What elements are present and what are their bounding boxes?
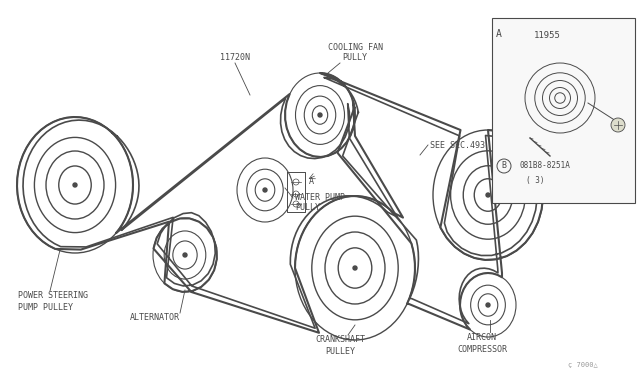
Text: ç 7000△: ç 7000△ xyxy=(568,362,598,368)
Text: A: A xyxy=(309,177,314,186)
Text: PULLY: PULLY xyxy=(342,54,367,62)
Text: A: A xyxy=(496,29,502,39)
Circle shape xyxy=(263,188,267,192)
Text: COMPRESSOR: COMPRESSOR xyxy=(457,344,507,353)
Text: PULLEY: PULLEY xyxy=(325,347,355,356)
Circle shape xyxy=(353,266,357,270)
Text: ALTERNATOR: ALTERNATOR xyxy=(130,314,180,323)
Text: 11955: 11955 xyxy=(534,32,561,41)
Circle shape xyxy=(486,193,490,197)
Text: ( 3): ( 3) xyxy=(526,176,545,185)
Text: POWER STEERING: POWER STEERING xyxy=(18,291,88,299)
Text: COOLING FAN: COOLING FAN xyxy=(328,44,383,52)
Text: SEE SEC.493: SEE SEC.493 xyxy=(430,141,485,150)
Text: 11720N: 11720N xyxy=(220,54,250,62)
Text: B: B xyxy=(502,161,506,170)
Text: CRANKSHAFT: CRANKSHAFT xyxy=(315,336,365,344)
Circle shape xyxy=(318,113,322,117)
Circle shape xyxy=(611,118,625,132)
Text: PULLY: PULLY xyxy=(295,203,320,212)
Circle shape xyxy=(183,253,187,257)
Bar xyxy=(492,18,635,203)
Circle shape xyxy=(73,183,77,187)
Text: WATER PUMP: WATER PUMP xyxy=(295,193,345,202)
Circle shape xyxy=(486,303,490,307)
Text: 081B8-8251A: 081B8-8251A xyxy=(520,161,571,170)
Text: AIRCON: AIRCON xyxy=(467,333,497,341)
Text: PUMP PULLEY: PUMP PULLEY xyxy=(18,302,73,311)
